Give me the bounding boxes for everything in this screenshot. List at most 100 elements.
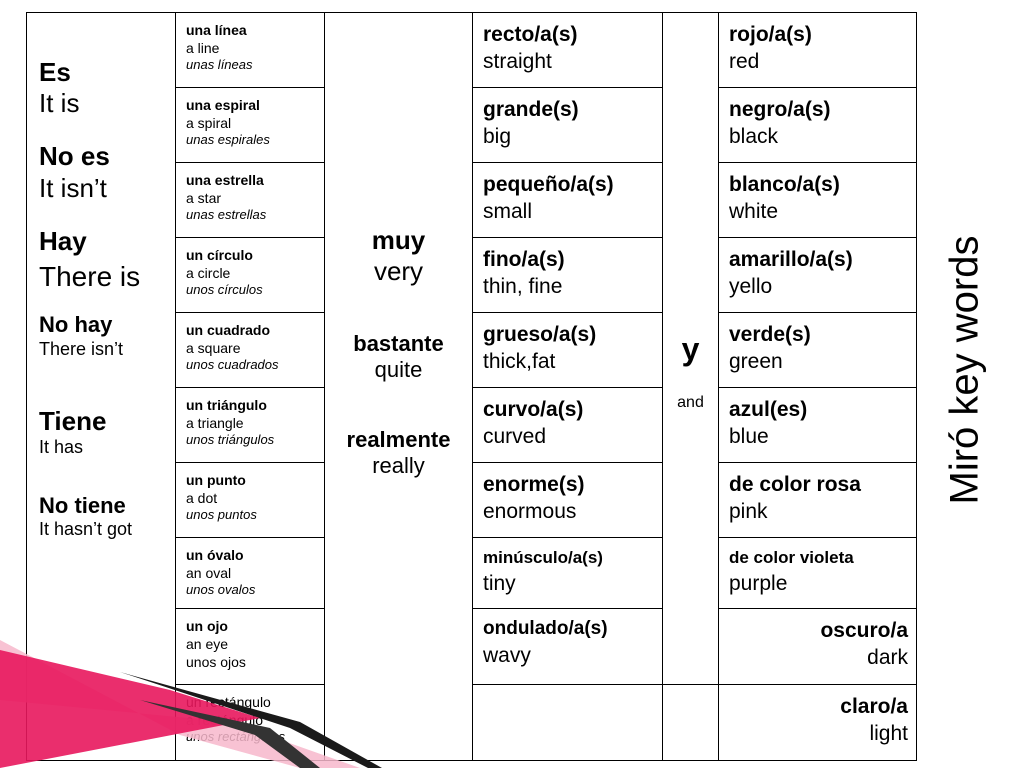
colour-en: red	[729, 50, 760, 74]
colour-es: verde(s)	[729, 323, 811, 346]
noun-es: una espiral	[186, 97, 260, 113]
noun-en: a rectángulo	[186, 712, 264, 729]
colour-es: de color rosa	[729, 473, 861, 496]
verb-en: It has	[39, 437, 84, 458]
verb-en: It hasn’t got	[39, 519, 133, 540]
verb-es: Es	[39, 57, 71, 87]
colour-en: light	[869, 722, 908, 746]
noun-plural: unas estrellas	[186, 207, 267, 223]
colour-cell: de color violeta purple	[718, 537, 917, 609]
adjective-cell: ondulado/a(s) wavy	[472, 608, 663, 685]
adjective-cell: curvo/a(s) curved	[472, 387, 663, 463]
adjective-en: small	[483, 200, 533, 224]
noun-plural: unos ojos	[186, 654, 246, 671]
noun-es: una línea	[186, 22, 247, 38]
noun-es: una estrella	[186, 172, 264, 188]
noun-en: a spiral	[186, 115, 232, 132]
noun-cell: una línea a line unas líneas	[175, 12, 325, 88]
colour-es: blanco/a(s)	[729, 173, 840, 196]
colour-en: pink	[729, 500, 768, 524]
colour-en: black	[729, 125, 779, 149]
adjective-es: minúsculo/a(s)	[483, 548, 603, 567]
noun-cell: una estrella a star unas estrellas	[175, 162, 325, 238]
colour-cell: amarillo/a(s) yello	[718, 237, 917, 313]
verb-en: It isn’t	[39, 172, 107, 203]
adjective-es: pequeño/a(s)	[483, 173, 614, 196]
verb-es: Tiene	[39, 406, 107, 437]
noun-en: a triangle	[186, 415, 244, 432]
noun-en: a dot	[186, 490, 218, 507]
noun-es: un triángulo	[186, 397, 267, 413]
colour-es: rojo/a(s)	[729, 23, 812, 46]
noun-cell: una espiral a spiral unas espirales	[175, 87, 325, 163]
conjunction-es: y	[681, 331, 700, 367]
noun-en: a circle	[186, 265, 231, 282]
adjective-en: curved	[483, 425, 547, 449]
adjective-en: tiny	[483, 571, 516, 595]
colour-en: white	[729, 200, 779, 224]
conjunction-column: y and	[662, 12, 719, 685]
noun-cell: un círculo a circle unos círculos	[175, 237, 325, 313]
noun-cell: un punto a dot unos puntos	[175, 462, 325, 538]
colour-cell: oscuro/a dark	[718, 608, 917, 685]
adverb-en: quite	[374, 357, 423, 382]
noun-plural: unos círculos	[186, 282, 263, 298]
verb-es: No tiene	[39, 492, 126, 518]
empty-conjunction-cell	[662, 684, 719, 761]
colour-en: dark	[867, 646, 908, 670]
adjective-cell: recto/a(s) straight	[472, 12, 663, 88]
noun-plural: unos puntos	[186, 507, 257, 523]
noun-es: un cuadrado	[186, 322, 271, 338]
adverb-es: muy	[371, 225, 426, 255]
verb-en: It is	[39, 88, 80, 119]
colour-cell: blanco/a(s) white	[718, 162, 917, 238]
colour-cell: rojo/a(s) red	[718, 12, 917, 88]
noun-es: un ojo	[186, 618, 228, 634]
noun-cell: un ojo an eye unos ojos	[175, 608, 325, 685]
verb-en: There is	[39, 260, 141, 292]
adjective-es: recto/a(s)	[483, 23, 578, 46]
noun-cell: un triángulo a triangle unos triángulos	[175, 387, 325, 463]
noun-en: a star	[186, 190, 222, 207]
colour-en: green	[729, 350, 783, 374]
adjective-en: thin, fine	[483, 275, 563, 299]
adjective-cell: fino/a(s) thin, fine	[472, 237, 663, 313]
noun-plural: unas espirales	[186, 132, 270, 148]
noun-plural: unos triángulos	[186, 432, 275, 448]
noun-en: a line	[186, 40, 220, 57]
colour-cell: claro/a light	[718, 684, 917, 761]
noun-cell: un óvalo an oval unos ovalos	[175, 537, 325, 609]
empty-adjective-cell	[472, 684, 663, 761]
colour-es: amarillo/a(s)	[729, 248, 853, 271]
adjective-en: thick,fat	[483, 350, 556, 374]
adverb-es: bastante	[353, 331, 444, 356]
colour-en: yello	[729, 275, 773, 299]
noun-plural: unas líneas	[186, 57, 253, 73]
verb-es: No hay	[39, 312, 113, 338]
adjective-cell: minúsculo/a(s) tiny	[472, 537, 663, 609]
adjective-en: wavy	[483, 643, 531, 667]
noun-cell: un rectángulo a rectángulo unos rectángu…	[175, 684, 325, 761]
verb-es: Hay	[39, 225, 87, 256]
verb-es: No es	[39, 141, 110, 172]
colour-cell: de color rosa pink	[718, 462, 917, 538]
adjective-cell: grande(s) big	[472, 87, 663, 163]
colour-en: purple	[729, 571, 788, 595]
verb-column: Es It is No es It isn’t Hay There is No …	[26, 12, 176, 761]
adjective-es: grande(s)	[483, 98, 579, 121]
noun-en: an eye	[186, 636, 229, 653]
adjective-es: ondulado/a(s)	[483, 618, 608, 639]
noun-plural: unos ovalos	[186, 582, 256, 598]
adverb-en: really	[372, 453, 425, 478]
adjective-en: big	[483, 125, 512, 149]
noun-es: un punto	[186, 472, 246, 488]
colour-es: oscuro/a	[820, 619, 908, 642]
adverb-en: very	[373, 256, 424, 286]
vocab-table: Es It is No es It isn’t Hay There is No …	[26, 12, 917, 761]
colour-es: negro/a(s)	[729, 98, 831, 121]
conjunction-en: and	[677, 394, 704, 411]
noun-es: un rectángulo	[186, 694, 271, 710]
adjective-es: fino/a(s)	[483, 248, 565, 271]
colour-cell: azul(es) blue	[718, 387, 917, 463]
adjective-cell: pequeño/a(s) small	[472, 162, 663, 238]
